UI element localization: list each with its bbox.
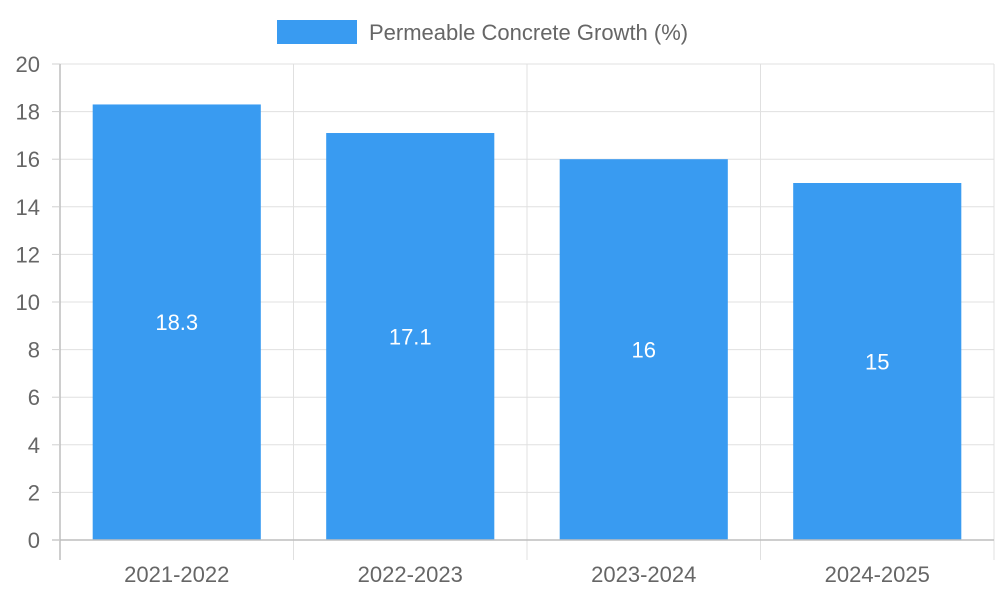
y-tick-label: 12 [16, 242, 40, 267]
y-tick-label: 6 [28, 385, 40, 410]
data-label: 15 [865, 350, 889, 375]
y-tick-label: 18 [16, 100, 40, 125]
y-tick-label: 20 [16, 52, 40, 77]
x-tick-label: 2024-2025 [825, 562, 930, 587]
data-label: 17.1 [389, 325, 432, 350]
legend[interactable]: Permeable Concrete Growth (%) [277, 20, 688, 45]
axes [52, 64, 994, 560]
y-axis-ticks: 0 2 4 6 8 10 12 14 16 18 20 [16, 52, 60, 553]
x-axis-ticks: 2021-2022 2022-2023 2023-2024 2024-2025 [124, 562, 930, 587]
x-tick-label: 2022-2023 [358, 562, 463, 587]
legend-label: Permeable Concrete Growth (%) [369, 20, 688, 45]
y-tick-label: 8 [28, 338, 40, 363]
legend-swatch [277, 20, 357, 44]
x-tick-label: 2021-2022 [124, 562, 229, 587]
y-tick-label: 14 [16, 195, 40, 220]
bar-2023-2024[interactable] [559, 159, 728, 540]
bars [92, 104, 962, 541]
bar-2021-2022[interactable] [92, 104, 261, 541]
y-tick-label: 16 [16, 147, 40, 172]
data-labels: 18.3 17.1 16 15 [155, 310, 889, 374]
bar-2024-2025[interactable] [793, 183, 962, 540]
bar-2022-2023[interactable] [326, 133, 495, 540]
y-tick-label: 2 [28, 480, 40, 505]
y-tick-label: 4 [28, 433, 40, 458]
y-tick-label: 0 [28, 528, 40, 553]
data-label: 18.3 [155, 310, 198, 335]
x-tick-label: 2023-2024 [591, 562, 696, 587]
data-label: 16 [632, 338, 656, 363]
y-tick-label: 10 [16, 290, 40, 315]
